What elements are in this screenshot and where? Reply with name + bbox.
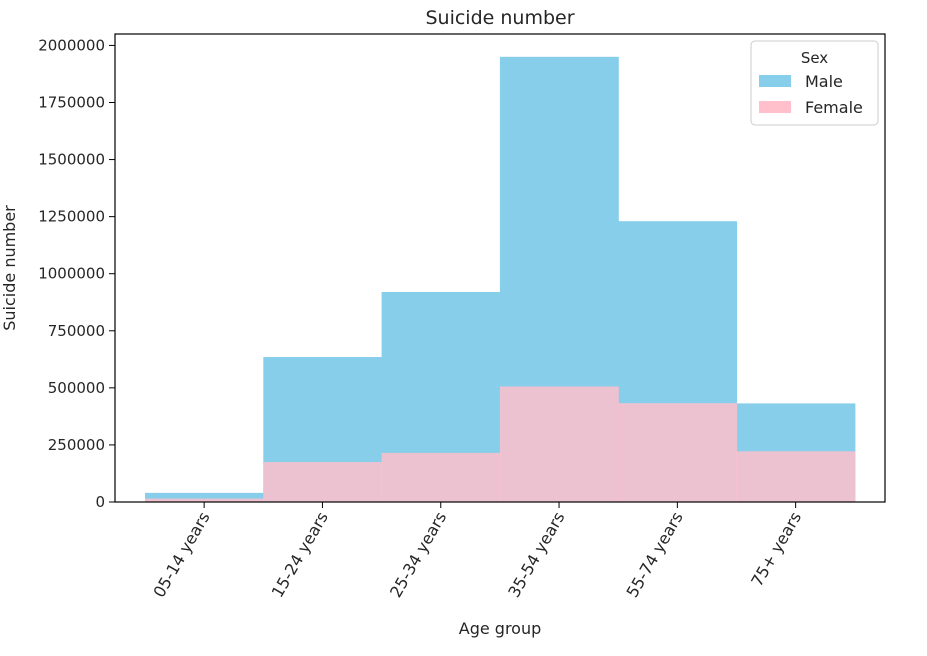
bar-female-0 — [145, 498, 264, 502]
y-axis: 0 250000 500000 750000 1000000 1250000 1500000… — [38, 36, 115, 511]
legend: Sex Male Female — [750, 40, 879, 126]
legend-title: Sex — [801, 49, 828, 67]
bar-female-5 — [736, 451, 856, 502]
y-tick-label: 0 — [95, 493, 105, 511]
y-tick-label: 250000 — [48, 436, 105, 454]
plot-frame — [114, 33, 886, 503]
y-tick-label: 1500000 — [38, 151, 105, 169]
x-axis-label: Age group — [459, 619, 542, 638]
bar-male-0 — [145, 492, 264, 502]
bar-female-3 — [499, 386, 619, 502]
bar-female-2 — [381, 452, 501, 502]
chart-title: Suicide number — [425, 7, 574, 29]
y-tick-label: 1000000 — [38, 265, 105, 283]
y-tick-label: 2000000 — [38, 36, 105, 54]
bar-female-1 — [263, 462, 383, 502]
bars-layer — [145, 56, 856, 502]
y-tick-label: 500000 — [48, 379, 105, 397]
legend-swatch-female — [759, 101, 791, 113]
legend-swatch-male — [759, 75, 791, 87]
legend-label-male: Male — [805, 72, 843, 91]
y-tick-label: 1750000 — [38, 93, 105, 111]
y-axis-label: Suicide number — [0, 205, 19, 331]
y-tick-label: 1250000 — [38, 208, 105, 226]
legend-label-female: Female — [805, 98, 863, 117]
bar-female-4 — [618, 403, 738, 502]
y-tick-label: 750000 — [48, 322, 105, 340]
